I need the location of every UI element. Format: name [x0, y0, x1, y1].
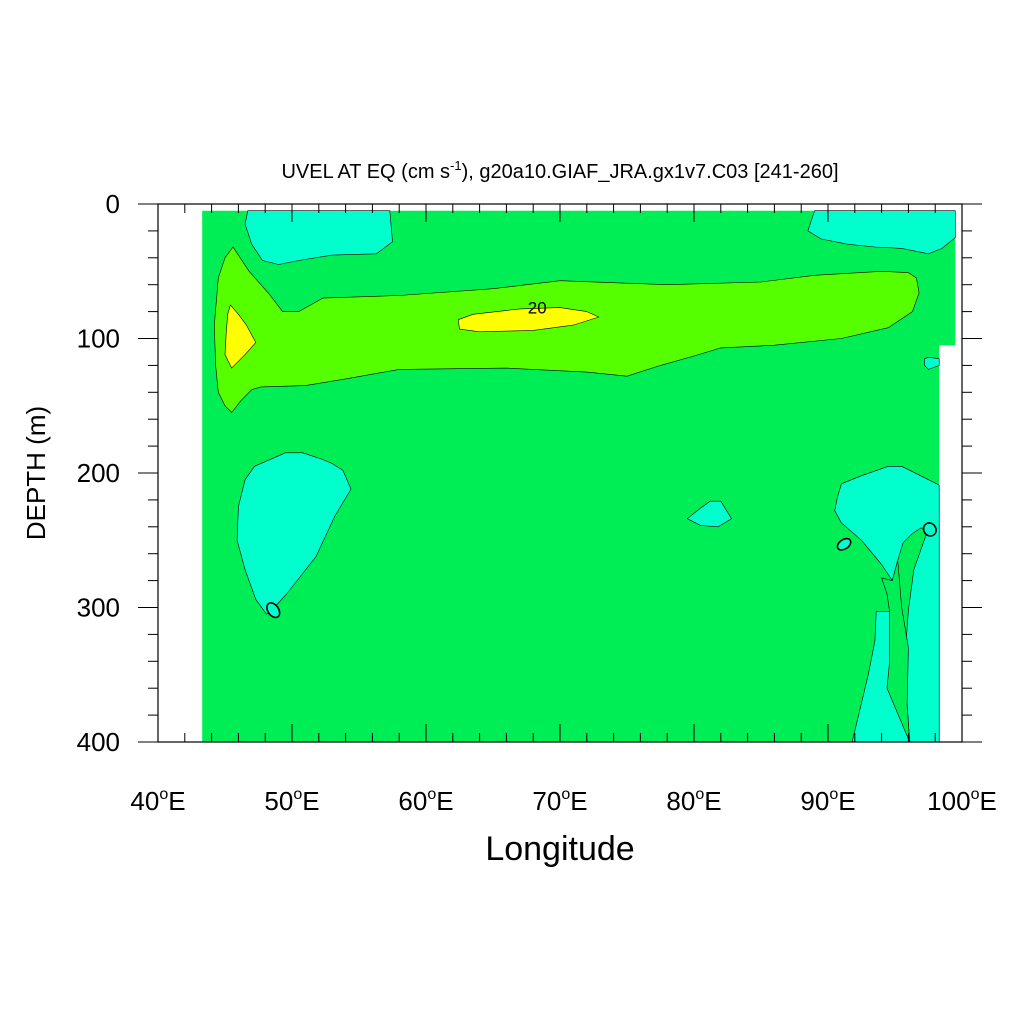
x-tick-label: 90oE [800, 786, 855, 816]
chart-title-main: UVEL AT EQ (cm s [281, 161, 450, 183]
zero-contour-loop [266, 602, 281, 619]
x-axis-label: Longitude [485, 830, 634, 868]
contour-region-positive_high [457, 307, 600, 333]
y-tick-label: 0 [106, 189, 120, 219]
zero-contour-loop [922, 522, 937, 537]
x-tick-label: 60oE [398, 786, 453, 816]
zero-contour-loops [266, 522, 937, 619]
x-tick-label: 40oE [130, 786, 185, 816]
x-tick-label: 80oE [666, 786, 721, 816]
chart-title-rest: ), g20a10.GIAF_JRA.gx1v7.C03 [241-260] [462, 161, 839, 183]
contour-region-positive_low [214, 246, 920, 413]
x-tick-label: 70oE [532, 786, 587, 816]
y-tick-label: 300 [77, 593, 120, 623]
contour-label: 20 [528, 299, 547, 318]
contour-region-positive_high [224, 304, 257, 369]
contour-labels: 20 [528, 299, 547, 318]
y-tick-label: 200 [77, 458, 120, 488]
chart-title: UVEL AT EQ (cm s-1), g20a10.GIAF_JRA.gx1… [281, 158, 838, 183]
chart-title-superscript: -1 [450, 158, 462, 173]
contour-region-negative [834, 465, 940, 743]
x-tick-label: 50oE [264, 786, 319, 816]
contour-region-negative [686, 500, 732, 528]
x-tick-label: 100oE [927, 786, 997, 816]
contour-region-negative [924, 356, 940, 370]
zero-contour-loop [836, 537, 852, 551]
contour-region-negative [244, 210, 393, 265]
contour-region-negative [807, 210, 956, 255]
y-axis-label: DEPTH (m) [21, 406, 51, 540]
y-tick-label: 100 [77, 324, 120, 354]
contour-region-negative [236, 452, 352, 615]
contour-fields [202, 210, 956, 743]
y-tick-label: 400 [77, 727, 120, 757]
axis-ticks: 40oE 50oE 60oE 70oE 80oE 90oE 100oE 0 100 200 300 4… [77, 189, 997, 816]
